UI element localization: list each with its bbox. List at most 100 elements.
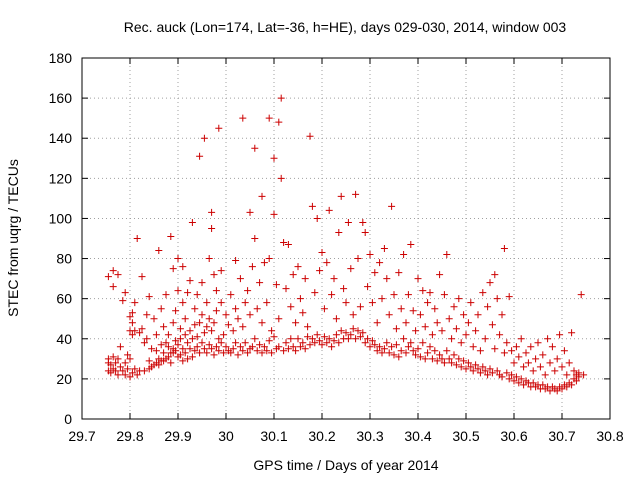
data-point bbox=[280, 239, 288, 247]
data-point bbox=[263, 299, 271, 307]
data-point bbox=[227, 291, 235, 299]
data-point bbox=[544, 335, 552, 343]
data-point bbox=[565, 359, 573, 367]
data-point bbox=[203, 323, 211, 331]
data-point bbox=[464, 359, 472, 367]
data-point bbox=[457, 339, 465, 347]
data-point bbox=[172, 307, 180, 315]
data-point bbox=[133, 371, 141, 379]
data-point bbox=[337, 192, 345, 200]
data-point bbox=[256, 279, 264, 287]
data-point bbox=[385, 311, 393, 319]
data-point bbox=[378, 295, 386, 303]
data-point bbox=[126, 313, 134, 321]
data-point bbox=[361, 339, 369, 347]
data-point bbox=[352, 190, 360, 198]
data-point bbox=[383, 275, 391, 283]
data-point bbox=[505, 293, 513, 301]
data-point bbox=[457, 363, 465, 371]
data-point bbox=[356, 333, 364, 341]
data-point bbox=[131, 299, 139, 307]
data-point bbox=[467, 363, 475, 371]
data-point bbox=[563, 371, 571, 379]
data-point bbox=[232, 305, 240, 313]
data-point bbox=[510, 359, 518, 367]
data-point bbox=[208, 327, 216, 335]
data-point bbox=[181, 331, 189, 339]
x-tick-label: 30.2 bbox=[308, 428, 335, 444]
data-point bbox=[114, 271, 122, 279]
data-point bbox=[196, 152, 204, 160]
data-point bbox=[409, 307, 417, 315]
data-point bbox=[133, 235, 141, 242]
data-point bbox=[239, 347, 247, 355]
data-point bbox=[412, 351, 420, 359]
data-point bbox=[529, 367, 537, 375]
data-point bbox=[412, 327, 420, 335]
data-point bbox=[467, 299, 475, 307]
data-point bbox=[124, 351, 132, 359]
data-point bbox=[176, 325, 184, 333]
data-point bbox=[328, 291, 336, 299]
data-point bbox=[176, 351, 184, 359]
data-point bbox=[275, 315, 283, 323]
data-point bbox=[488, 369, 496, 377]
data-point bbox=[517, 375, 525, 383]
data-point bbox=[229, 345, 237, 353]
data-point bbox=[556, 331, 564, 339]
data-point bbox=[246, 311, 254, 319]
data-point bbox=[548, 343, 556, 351]
data-point bbox=[208, 345, 216, 353]
data-point bbox=[316, 337, 324, 345]
data-point bbox=[140, 367, 148, 375]
data-point bbox=[332, 331, 340, 339]
data-point bbox=[258, 349, 266, 357]
data-point bbox=[380, 245, 388, 253]
data-point bbox=[200, 134, 208, 142]
data-point bbox=[143, 311, 151, 319]
data-point bbox=[208, 224, 216, 232]
data-point bbox=[294, 335, 302, 343]
data-point bbox=[174, 341, 182, 349]
data-point bbox=[236, 275, 244, 283]
data-point bbox=[164, 331, 172, 339]
data-point bbox=[563, 383, 571, 391]
data-point bbox=[198, 279, 206, 287]
data-point bbox=[131, 327, 139, 335]
data-point bbox=[229, 327, 237, 335]
x-tick-label: 30.3 bbox=[356, 428, 383, 444]
data-point bbox=[184, 339, 192, 347]
data-point bbox=[397, 347, 405, 355]
data-point bbox=[193, 333, 201, 341]
data-point bbox=[515, 379, 523, 387]
data-point bbox=[325, 206, 333, 214]
data-point bbox=[395, 353, 403, 361]
data-point bbox=[414, 345, 422, 353]
data-point bbox=[212, 343, 220, 351]
data-point bbox=[568, 329, 576, 337]
data-point bbox=[486, 279, 494, 287]
data-point bbox=[520, 363, 528, 371]
data-point bbox=[500, 245, 508, 253]
data-points bbox=[104, 94, 588, 395]
data-point bbox=[212, 287, 220, 295]
data-point bbox=[349, 325, 357, 333]
data-point bbox=[179, 263, 187, 271]
data-point bbox=[172, 347, 180, 355]
data-point bbox=[368, 299, 376, 307]
data-point bbox=[332, 315, 340, 323]
data-point bbox=[328, 343, 336, 351]
y-tick-label: 40 bbox=[56, 331, 72, 347]
data-point bbox=[361, 228, 369, 236]
data-point bbox=[109, 353, 117, 361]
data-point bbox=[152, 347, 160, 355]
data-point bbox=[296, 343, 304, 351]
data-point bbox=[409, 347, 417, 355]
data-point bbox=[208, 208, 216, 216]
data-point bbox=[270, 210, 278, 218]
data-point bbox=[188, 353, 196, 361]
data-point bbox=[121, 289, 129, 297]
data-point bbox=[275, 118, 283, 126]
data-point bbox=[474, 311, 482, 319]
data-point bbox=[527, 343, 535, 351]
